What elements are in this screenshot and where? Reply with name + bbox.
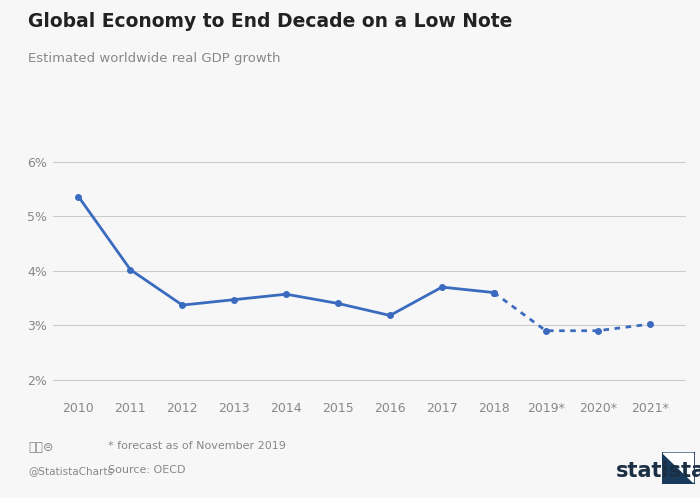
Text: Global Economy to End Decade on a Low Note: Global Economy to End Decade on a Low No… (28, 12, 512, 31)
Text: Ⓒⓘ⊜: Ⓒⓘ⊜ (28, 441, 53, 454)
Text: Source: OECD: Source: OECD (108, 465, 186, 475)
Polygon shape (663, 453, 694, 483)
Text: statista: statista (616, 461, 700, 481)
Text: @StatistaCharts: @StatistaCharts (28, 466, 113, 476)
Text: Estimated worldwide real GDP growth: Estimated worldwide real GDP growth (28, 52, 281, 65)
Text: * forecast as of November 2019: * forecast as of November 2019 (108, 441, 286, 451)
